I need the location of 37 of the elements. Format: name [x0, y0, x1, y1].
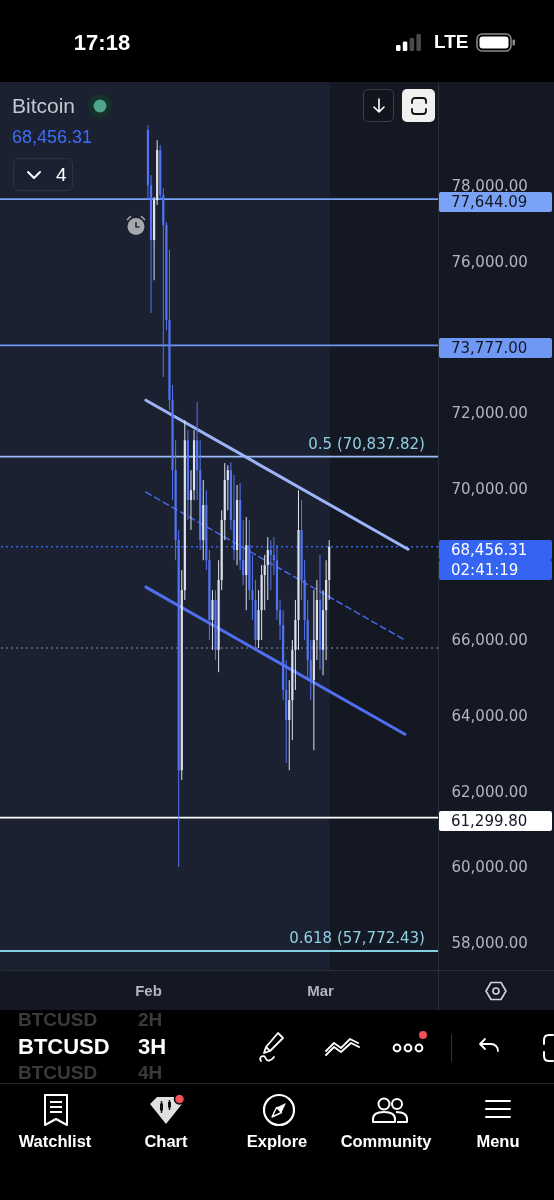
text: Watchlist [17, 1131, 93, 1151]
y-tick-label: 72,000.00 [451, 404, 528, 423]
text: Bitcoin [12, 93, 76, 119]
annotation: 4 [56, 163, 67, 186]
text: 2H [138, 1009, 163, 1030]
text: Community [339, 1131, 433, 1151]
ref-line-label: 73,777.00 [439, 338, 552, 359]
y-tick-label: 76,000.00 [451, 252, 528, 271]
ref-line-label: 61,299.80 [439, 810, 552, 831]
candlestick [269, 539, 272, 591]
y-tick-label: 60,000.00 [451, 858, 528, 877]
dropdown-button: 4 [13, 158, 73, 191]
text: 17:18 [72, 29, 132, 57]
y-tick-label: 64,000.00 [451, 706, 528, 725]
text: 4H [138, 1062, 163, 1083]
text: BTCUSD [18, 1009, 98, 1030]
x-tick-label: Feb [135, 981, 162, 999]
annotation: 0.5 (70,837.82) [308, 434, 425, 453]
text: Chart [143, 1131, 189, 1151]
y-tick-label: 66,000.00 [451, 631, 528, 650]
candlestick [211, 589, 214, 651]
candlestick [266, 536, 269, 601]
text: Menu [475, 1131, 521, 1151]
x-tick-label: Mar [307, 981, 334, 999]
text: LTE [434, 30, 469, 54]
text: Explore [245, 1131, 309, 1151]
ref-line-label: 77,644.09 [439, 192, 552, 213]
y-tick-label: 62,000.00 [451, 782, 528, 801]
text: BTCUSD [18, 1034, 110, 1060]
ref-line-label: 68,456.31 [439, 539, 552, 560]
text: 68,456.31 [12, 126, 93, 148]
annotation: 0.618 (57,772.43) [289, 928, 425, 947]
text: BTCUSD [18, 1062, 98, 1083]
text: 3H [138, 1034, 167, 1060]
text: 02:41:19 [439, 559, 552, 580]
y-tick-label: 70,000.00 [451, 479, 528, 498]
y-tick-label: 58,000.00 [451, 933, 528, 952]
